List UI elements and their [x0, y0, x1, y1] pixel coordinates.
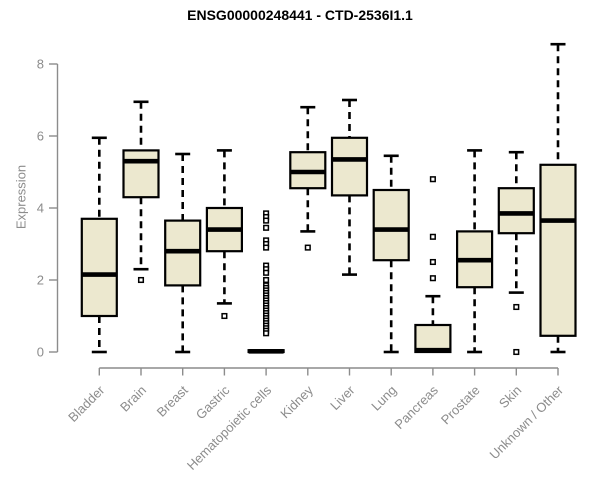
- y-tick-label: 8: [37, 57, 44, 72]
- outlier-point: [513, 348, 520, 356]
- y-tick-label: 4: [37, 201, 44, 216]
- box: [330, 136, 369, 197]
- y-axis-title: Expression: [13, 164, 29, 230]
- x-tick-label: Bladder: [65, 382, 108, 425]
- box: [414, 323, 452, 354]
- x-tick-label: Liver: [327, 382, 358, 413]
- outlier-point: [429, 258, 436, 266]
- y-tick-label: 6: [37, 129, 44, 144]
- outlier-point: [429, 275, 436, 282]
- outlier-point: [263, 244, 270, 251]
- outlier-point: [304, 244, 311, 251]
- chart-title: ENSG00000248441 - CTD-2536I1.1: [187, 7, 413, 23]
- x-tick-label: Unknown / Other: [487, 382, 567, 462]
- y-tick-label: 0: [37, 345, 44, 360]
- x-tick-label: Skin: [496, 383, 524, 411]
- x-tick-label: Kidney: [277, 382, 316, 421]
- outlier-point: [263, 269, 270, 276]
- outlier-point: [429, 176, 436, 183]
- x-tick-label: Pancreas: [392, 382, 442, 432]
- box: [80, 217, 118, 318]
- box: [122, 149, 160, 199]
- x-tick-label: Gastric: [193, 382, 233, 422]
- box: [539, 163, 577, 337]
- outlier-point: [263, 330, 270, 337]
- box: [372, 188, 410, 262]
- outlier-point: [263, 217, 270, 224]
- outlier-point: [429, 233, 436, 240]
- x-tick-label: Breast: [154, 382, 191, 419]
- box: [497, 187, 535, 235]
- outlier-point: [137, 276, 145, 284]
- outlier-point: [221, 312, 228, 320]
- outlier-point: [263, 224, 270, 231]
- x-tick-label: Prostate: [438, 383, 483, 428]
- outlier-point: [263, 276, 270, 284]
- outlier-point: [513, 303, 520, 311]
- y-tick-label: 2: [37, 273, 44, 288]
- x-tick-label: Brain: [117, 383, 149, 415]
- x-tick-label: Lung: [368, 383, 399, 414]
